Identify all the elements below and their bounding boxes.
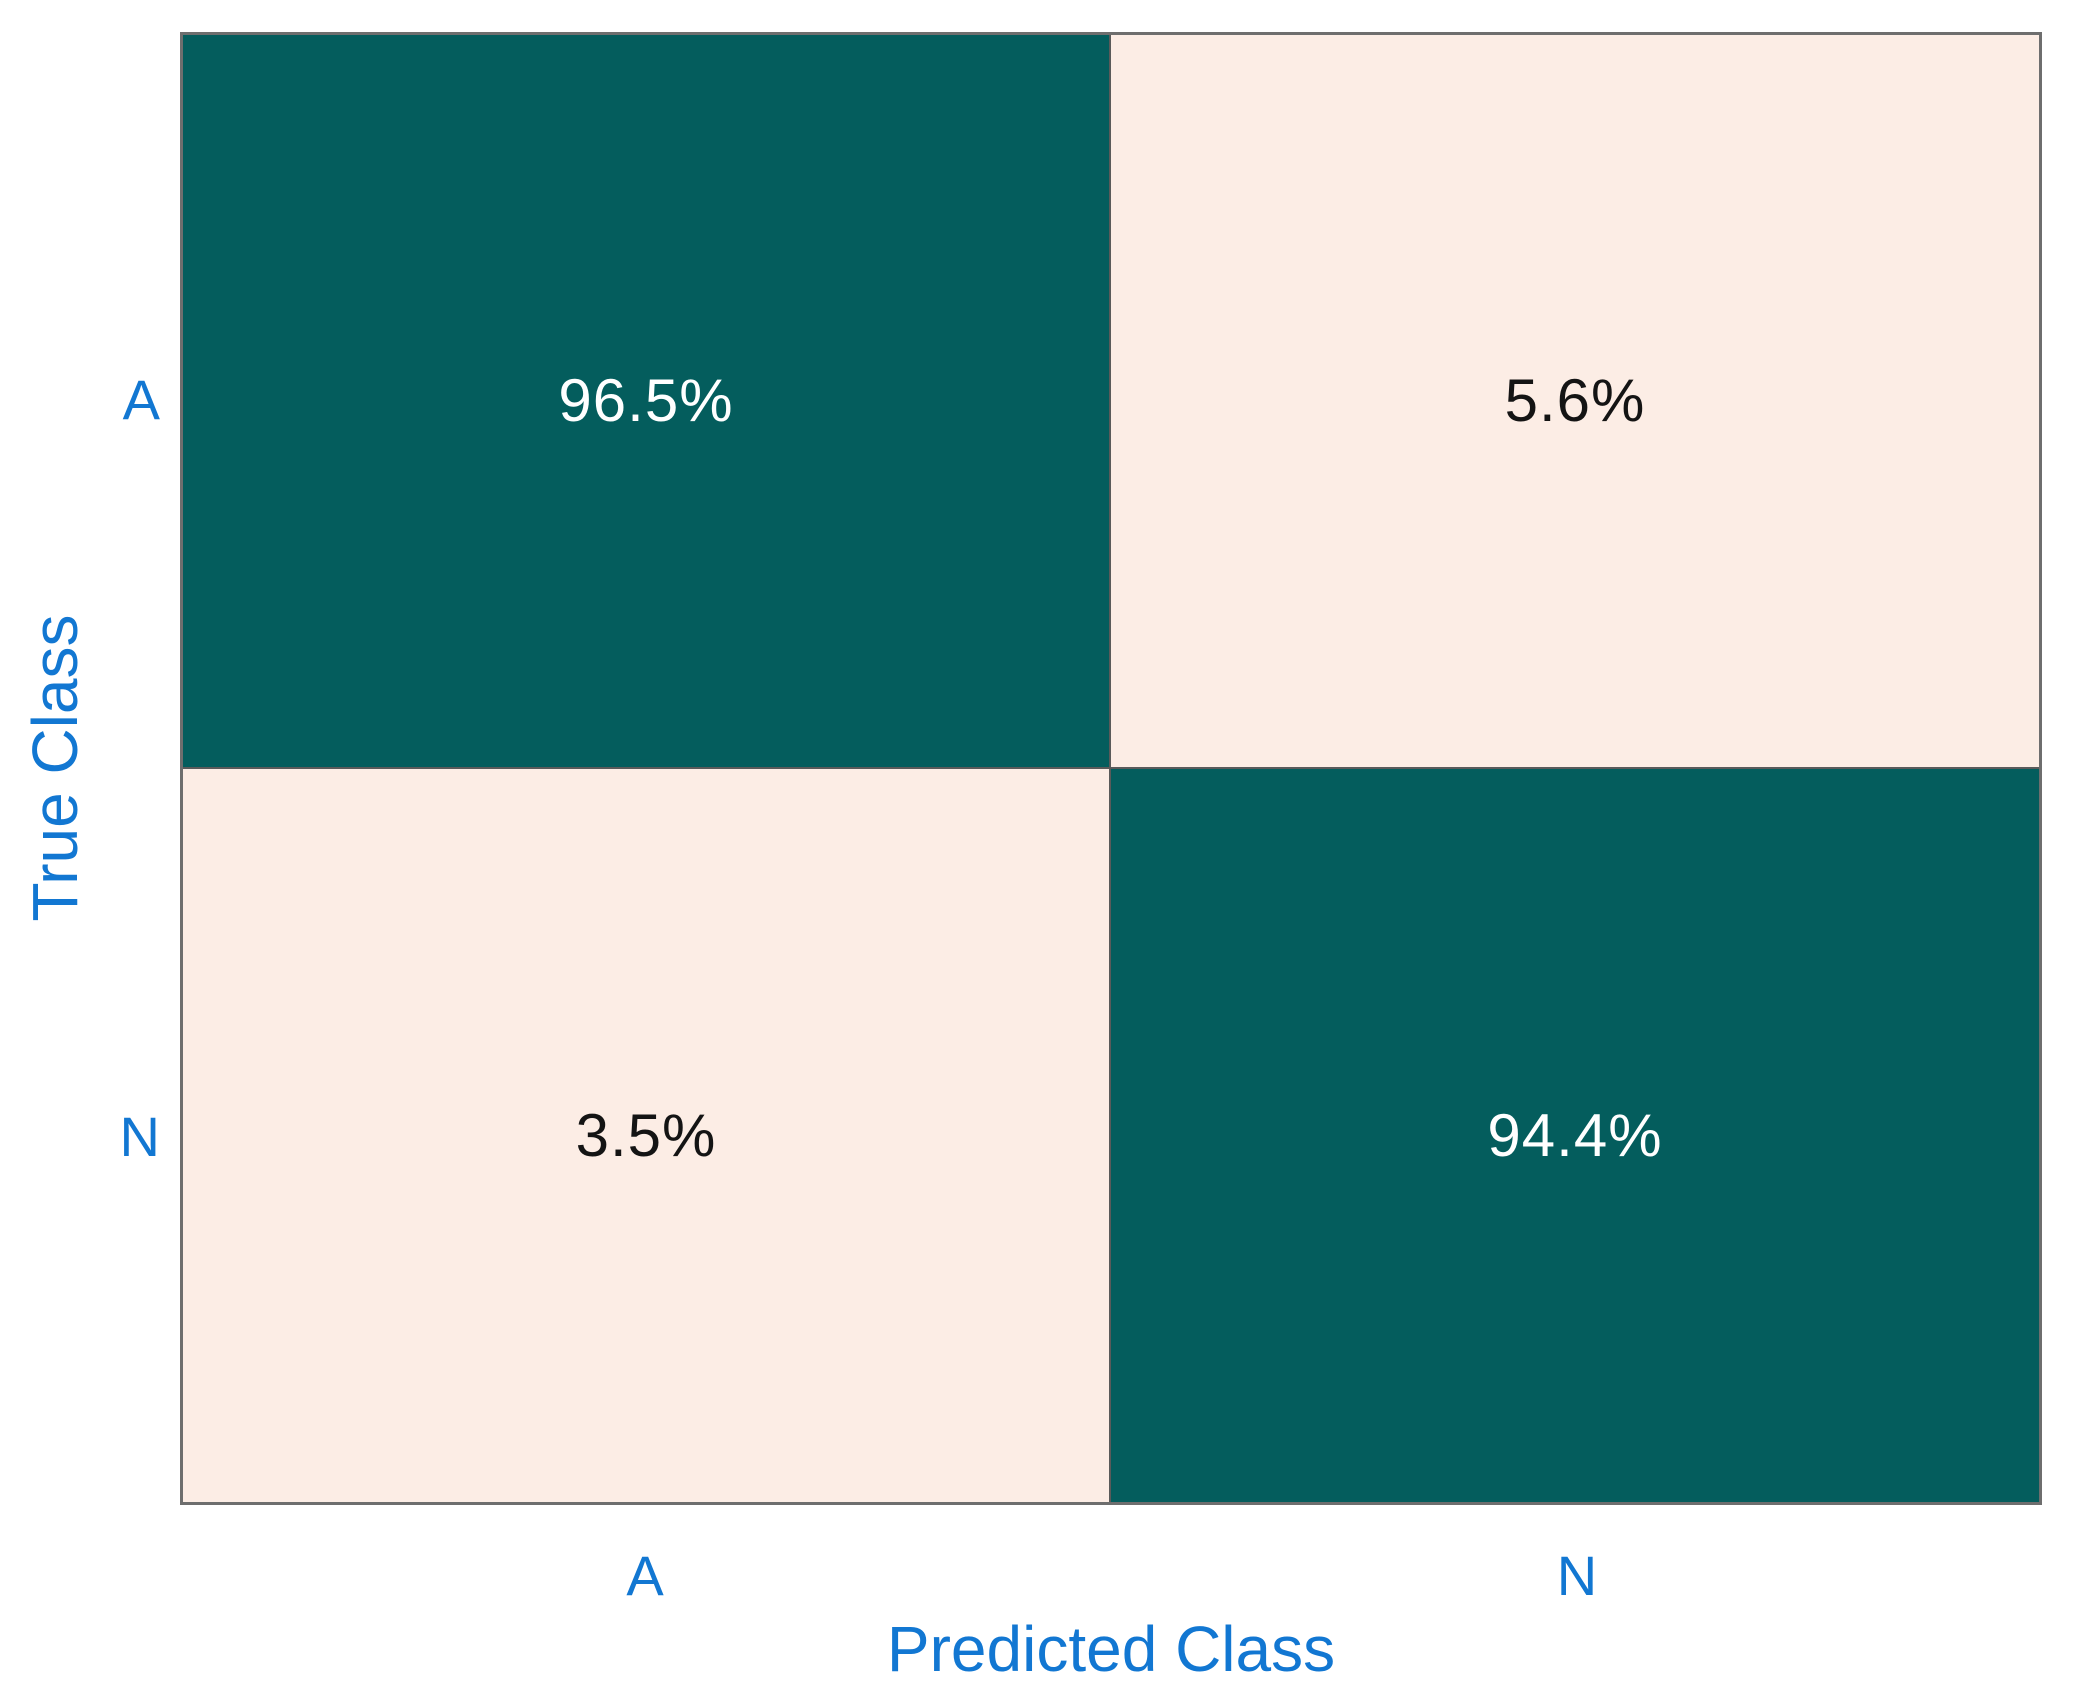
cell-true-N-pred-N: 94.4% [1111,768,2039,1502]
x-tick-label-A: A [626,1544,664,1607]
y-tick-label-A: A [122,368,160,431]
cell-true-N-pred-A: 3.5% [183,768,1111,1502]
y-tick-label-N: N [119,1105,160,1168]
cell-true-A-pred-A: 96.5% [183,35,1111,769]
cell-value: 94.4% [1487,1101,1663,1169]
cell-true-A-pred-N: 5.6% [1111,35,2039,769]
cell-value: 96.5% [558,367,734,435]
cell-value: 5.6% [1504,367,1646,435]
y-axis-label: True Class [19,614,91,922]
x-tick-label-N: N [1556,1544,1598,1607]
confusion-matrix-grid: 96.5% 5.6% 3.5% 94.4% [180,32,2042,1505]
x-axis-label: Predicted Class [886,1613,1336,1685]
cell-value: 3.5% [575,1101,717,1169]
